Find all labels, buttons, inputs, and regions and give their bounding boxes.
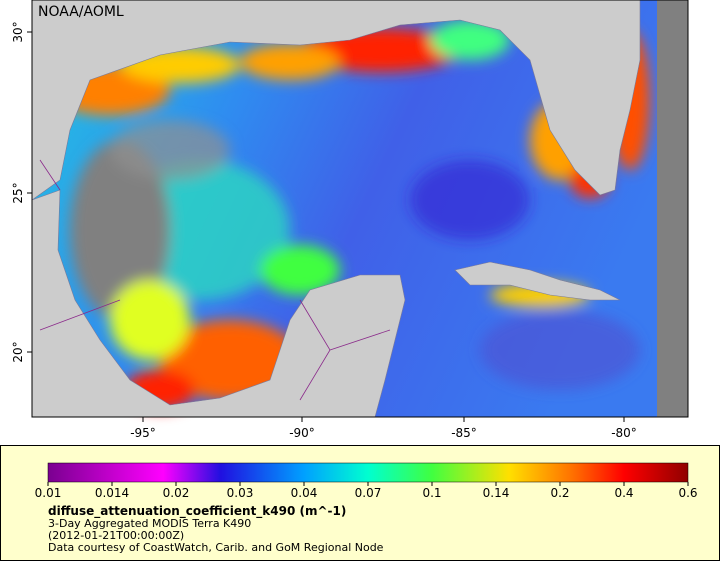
- legend-time: (2012-01-21T00:00:00Z): [48, 529, 184, 542]
- attribution: NOAA/AOML: [38, 4, 124, 20]
- map-frame: [31, 0, 689, 418]
- colorbar-tick-label: 0.1: [422, 486, 441, 500]
- colorbar: [47, 462, 689, 483]
- lon-tick-label: -85°: [451, 426, 477, 440]
- colorbar-tick-label: 0.07: [355, 486, 382, 500]
- lat-tick-label: 30°: [11, 21, 25, 42]
- legend-credit: Data courtesy of CoastWatch, Carib. and …: [48, 541, 384, 554]
- colorbar-tick-label: 0.2: [550, 486, 569, 500]
- land-us: [31, 0, 641, 201]
- borders: [39, 159, 391, 401]
- colorbar-tick-label: 0.14: [483, 486, 510, 500]
- lat-tick-label: 20°: [11, 341, 25, 362]
- legend-variable: diffuse_attenuation_coefficient_k490 (m^…: [48, 504, 346, 519]
- colorbar-tick-label: 0.014: [95, 486, 129, 500]
- lon-tick-label: -90°: [289, 426, 315, 440]
- land-mexico: [31, 189, 406, 418]
- colorbar-ticks: 0.01 0.014 0.02 0.03 0.04 0.07 0.1 0.14 0.2 0.4 0.…: [35, 482, 698, 500]
- lat-tick-label: 25°: [11, 182, 25, 203]
- lon-tick-label: -80°: [611, 426, 637, 440]
- data-patches: [50, 20, 650, 410]
- map: NOAA/AOML: [31, 0, 689, 418]
- axes: 20° 25° 30° -95° -90° -85° -80°: [11, 21, 637, 440]
- colorbar-tick-label: 0.02: [163, 486, 190, 500]
- colorbar-tick-label: 0.01: [35, 486, 62, 500]
- colorbar-tick-label: 0.6: [678, 486, 697, 500]
- colorbar-tick-label: 0.04: [291, 486, 318, 500]
- land-cuba: [454, 261, 621, 301]
- lon-tick-label: -95°: [130, 426, 156, 440]
- colorbar-tick-label: 0.03: [227, 486, 254, 500]
- no-data-strip: [657, 0, 688, 417]
- legend-description: 3-Day Aggregated MODIS Terra K490: [48, 517, 251, 530]
- colorbar-tick-label: 0.4: [614, 486, 633, 500]
